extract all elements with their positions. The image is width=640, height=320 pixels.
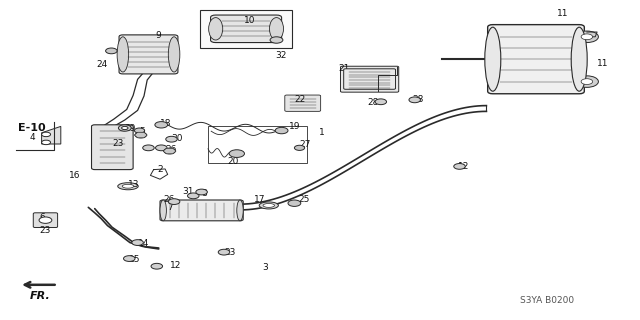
Text: 22: 22 [294,95,305,104]
Text: 21: 21 [339,64,350,73]
Circle shape [229,150,244,157]
FancyBboxPatch shape [285,95,321,111]
Text: 26: 26 [163,196,175,204]
Circle shape [409,97,420,103]
Polygon shape [42,126,61,144]
Polygon shape [163,148,176,154]
Text: 11: 11 [597,60,609,68]
Text: 28: 28 [367,98,379,107]
Bar [200,10,292,48]
Text: 12: 12 [458,162,469,171]
Text: S3YA B0200: S3YA B0200 [520,296,574,305]
Text: 7: 7 [167,204,173,212]
Circle shape [135,132,147,138]
Circle shape [151,263,163,269]
Text: 5: 5 [140,127,145,136]
Circle shape [575,76,598,87]
Text: 30: 30 [172,134,183,143]
Circle shape [42,132,51,137]
Circle shape [155,122,168,128]
Text: 9: 9 [156,31,161,40]
Text: 32: 32 [275,51,287,60]
Text: 23: 23 [224,248,236,257]
Ellipse shape [572,27,588,91]
Polygon shape [134,132,147,138]
Circle shape [118,125,131,131]
Text: 24: 24 [96,60,108,69]
Text: 14: 14 [138,239,149,248]
Text: 16: 16 [69,171,81,180]
Circle shape [270,37,283,43]
FancyBboxPatch shape [33,213,58,228]
Text: 2: 2 [157,165,163,174]
FancyBboxPatch shape [92,125,133,170]
FancyBboxPatch shape [119,35,178,74]
Circle shape [143,145,154,151]
FancyBboxPatch shape [211,15,282,43]
Text: 13: 13 [128,180,140,189]
Circle shape [122,126,128,130]
Text: E-10: E-10 [18,123,45,133]
Circle shape [132,240,143,245]
Ellipse shape [118,183,138,190]
Circle shape [218,249,230,255]
Ellipse shape [485,27,501,91]
Text: 29: 29 [125,124,136,133]
Circle shape [275,127,288,134]
Text: 3: 3 [263,263,268,272]
Ellipse shape [117,37,129,72]
Circle shape [124,256,135,261]
Ellipse shape [259,202,278,209]
Circle shape [454,164,465,169]
Circle shape [196,189,207,195]
Text: 15: 15 [129,255,141,264]
Ellipse shape [168,37,180,72]
Ellipse shape [263,204,275,207]
Text: 31: 31 [182,187,194,196]
Text: 8: 8 [202,189,207,198]
FancyBboxPatch shape [160,200,243,221]
Text: 28: 28 [413,95,424,104]
Text: 1: 1 [319,128,324,137]
Circle shape [106,48,117,54]
Circle shape [288,200,301,206]
Text: 11: 11 [557,9,568,18]
Text: 23: 23 [112,140,124,148]
Text: 17: 17 [254,195,266,204]
Text: 4: 4 [29,133,35,142]
Circle shape [134,128,145,133]
Circle shape [581,79,593,84]
Circle shape [581,34,593,40]
Ellipse shape [122,184,134,188]
Text: 18: 18 [160,119,172,128]
Text: 6: 6 [40,213,45,222]
Ellipse shape [209,18,223,40]
FancyBboxPatch shape [344,69,396,89]
Text: 19: 19 [289,122,301,131]
Bar [208,126,307,163]
Circle shape [166,136,177,142]
Ellipse shape [269,18,284,40]
Text: 27: 27 [300,140,311,149]
Text: FR.: FR. [29,291,50,301]
Text: 26: 26 [165,145,177,154]
Circle shape [39,217,52,223]
Circle shape [156,145,167,151]
Text: 25: 25 [298,195,310,204]
Circle shape [575,31,598,43]
Circle shape [168,199,180,204]
Circle shape [375,99,387,105]
Text: 10: 10 [244,16,255,25]
Circle shape [294,145,305,150]
Text: 20: 20 [227,157,239,166]
Ellipse shape [237,200,243,221]
Ellipse shape [160,200,166,221]
Circle shape [188,193,199,199]
Text: 23: 23 [40,226,51,235]
Circle shape [42,140,51,145]
FancyBboxPatch shape [488,25,584,94]
Circle shape [164,148,175,154]
Text: 12: 12 [170,261,181,270]
FancyBboxPatch shape [340,66,399,92]
